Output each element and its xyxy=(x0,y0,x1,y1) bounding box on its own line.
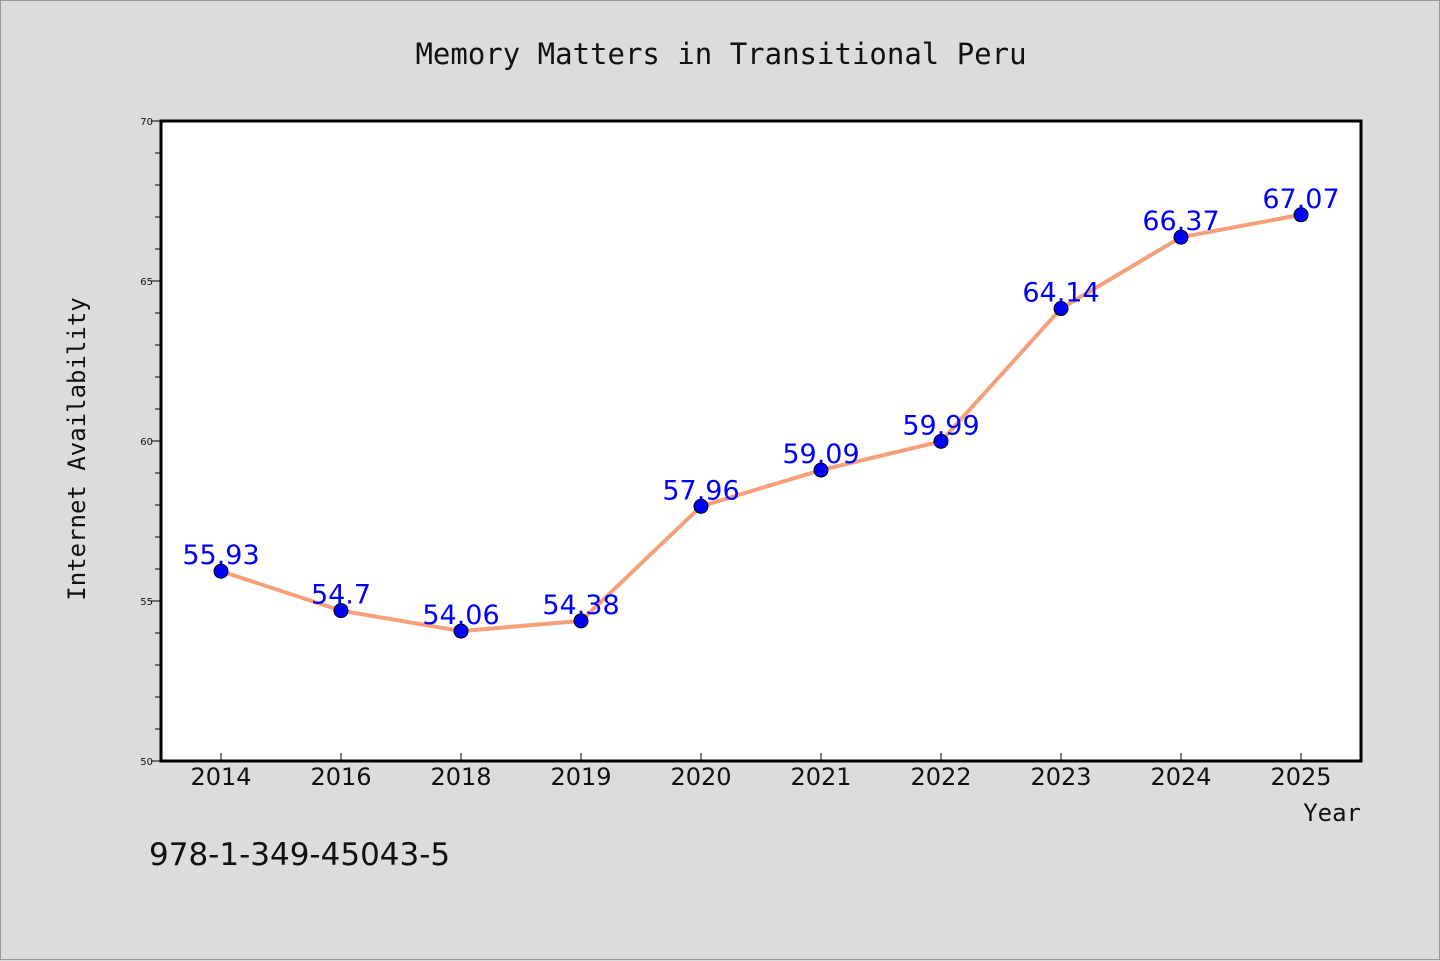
data-point xyxy=(1173,229,1189,245)
x-tick-label: 2016 xyxy=(310,763,371,791)
y-axis: 50 55 60 65 70 xyxy=(140,117,161,768)
data-label: 59.99 xyxy=(902,410,979,441)
x-tick-label: 2020 xyxy=(670,763,731,791)
data-point xyxy=(693,498,709,514)
plot-frame xyxy=(159,119,1363,763)
x-tick-label: 2023 xyxy=(1030,763,1091,791)
data-label: 54.38 xyxy=(542,590,619,621)
data-point xyxy=(453,623,469,639)
data-label: 67.07 xyxy=(1262,184,1339,215)
series-layer xyxy=(213,207,1309,639)
y-tick-label: 50 xyxy=(140,757,153,768)
data-point xyxy=(933,433,949,449)
x-tick-label: 2024 xyxy=(1150,763,1211,791)
x-tick-label: 2025 xyxy=(1270,763,1331,791)
chart-title: Memory Matters in Transitional Peru xyxy=(415,37,1026,71)
y-tick-label: 70 xyxy=(140,117,153,128)
data-label: 54.7 xyxy=(311,580,371,611)
data-point xyxy=(1293,207,1309,223)
x-tick-label: 2021 xyxy=(790,763,851,791)
data-point xyxy=(213,563,229,579)
isbn-text: 978-1-349-45043-5 xyxy=(149,837,450,873)
x-axis: 2014 2016 2018 2019 2020 2021 2022 2023 2024 2025 xyxy=(190,753,1332,791)
x-tick-label: 2018 xyxy=(430,763,491,791)
data-label: 54.06 xyxy=(422,600,499,631)
y-tick-label: 65 xyxy=(140,277,153,288)
data-label: 64.14 xyxy=(1022,278,1099,309)
y-axis-title: Internet Availability xyxy=(63,297,91,600)
x-tick-label: 2014 xyxy=(190,763,251,791)
data-label: 57.96 xyxy=(662,475,739,506)
plot-area xyxy=(161,121,1361,761)
x-tick-label: 2019 xyxy=(550,763,611,791)
x-axis-title: Year xyxy=(1303,799,1361,827)
data-label: 55.93 xyxy=(182,540,259,571)
data-point xyxy=(573,613,589,629)
data-point xyxy=(1053,301,1069,317)
data-label-layer: 55.93 54.7 54.06 54.38 57.96 59.09 59.99 64.14 6… xyxy=(182,184,1339,631)
y-tick-label: 60 xyxy=(140,437,153,448)
data-point xyxy=(333,603,349,619)
x-tick-label: 2022 xyxy=(910,763,971,791)
data-label: 59.09 xyxy=(782,439,859,470)
y-tick-label: 55 xyxy=(140,597,153,608)
data-point xyxy=(813,462,829,478)
series-line xyxy=(219,212,1303,634)
data-label: 66.37 xyxy=(1142,206,1219,237)
